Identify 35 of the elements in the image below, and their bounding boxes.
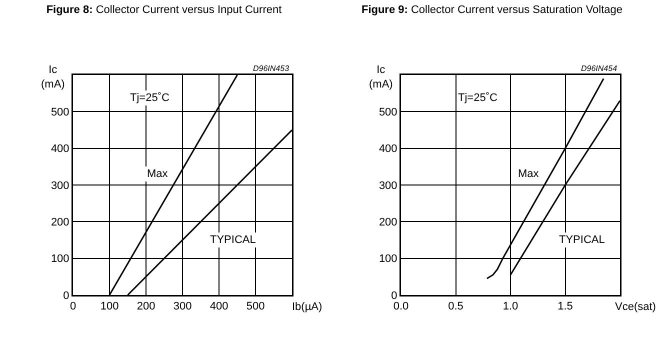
x-tick-label: 100	[100, 300, 119, 313]
chart-title: Figure 9: Collector Current versus Saturation Voltage	[361, 4, 623, 16]
y-tick-label: 200	[50, 216, 70, 229]
y-tick-label: 200	[378, 216, 398, 229]
x-axis-title: Ib(µA)	[292, 301, 322, 313]
x-tick-label: 0.0	[393, 300, 409, 313]
y-tick-label: 300	[50, 180, 70, 192]
series-label: TYPICAL	[559, 234, 605, 246]
x-tick-label: 400	[210, 300, 228, 313]
annotation: Tj=25˚C	[130, 92, 170, 104]
y-tick-label: 300	[378, 180, 398, 192]
y-tick-label: 400	[50, 143, 70, 156]
y-axis-title: Ic (mA)	[369, 64, 393, 90]
series-label: TYPICAL	[210, 234, 256, 246]
y-tick-label: 400	[378, 143, 398, 156]
y-tick-label: 0	[391, 290, 398, 302]
x-tick-label: 0.5	[448, 300, 464, 313]
series-label: Max	[518, 168, 540, 180]
y-axis-title: Ic (mA)	[41, 64, 65, 90]
x-tick-label: 500	[246, 300, 265, 313]
x-tick-label: 1.5	[558, 300, 573, 313]
text: D96IN454	[581, 64, 618, 73]
annotation: Tj=25˚C	[458, 92, 498, 104]
y-tick-label: 100	[378, 253, 398, 266]
y-tick-label: 500	[378, 106, 398, 119]
series-label: Max	[147, 168, 168, 180]
y-tick-label: 500	[50, 106, 70, 119]
text: D96IN453	[253, 64, 290, 73]
x-tick-label: 200	[136, 300, 156, 313]
chart-title: Figure 8: Collector Current versus Input Current	[46, 4, 282, 16]
x-axis-title: Vce(sat)	[615, 301, 656, 313]
y-tick-label: 100	[50, 253, 70, 266]
y-tick-label: 0	[63, 290, 70, 302]
x-tick-label: 1.0	[502, 300, 518, 313]
x-tick-label: 300	[173, 300, 192, 313]
